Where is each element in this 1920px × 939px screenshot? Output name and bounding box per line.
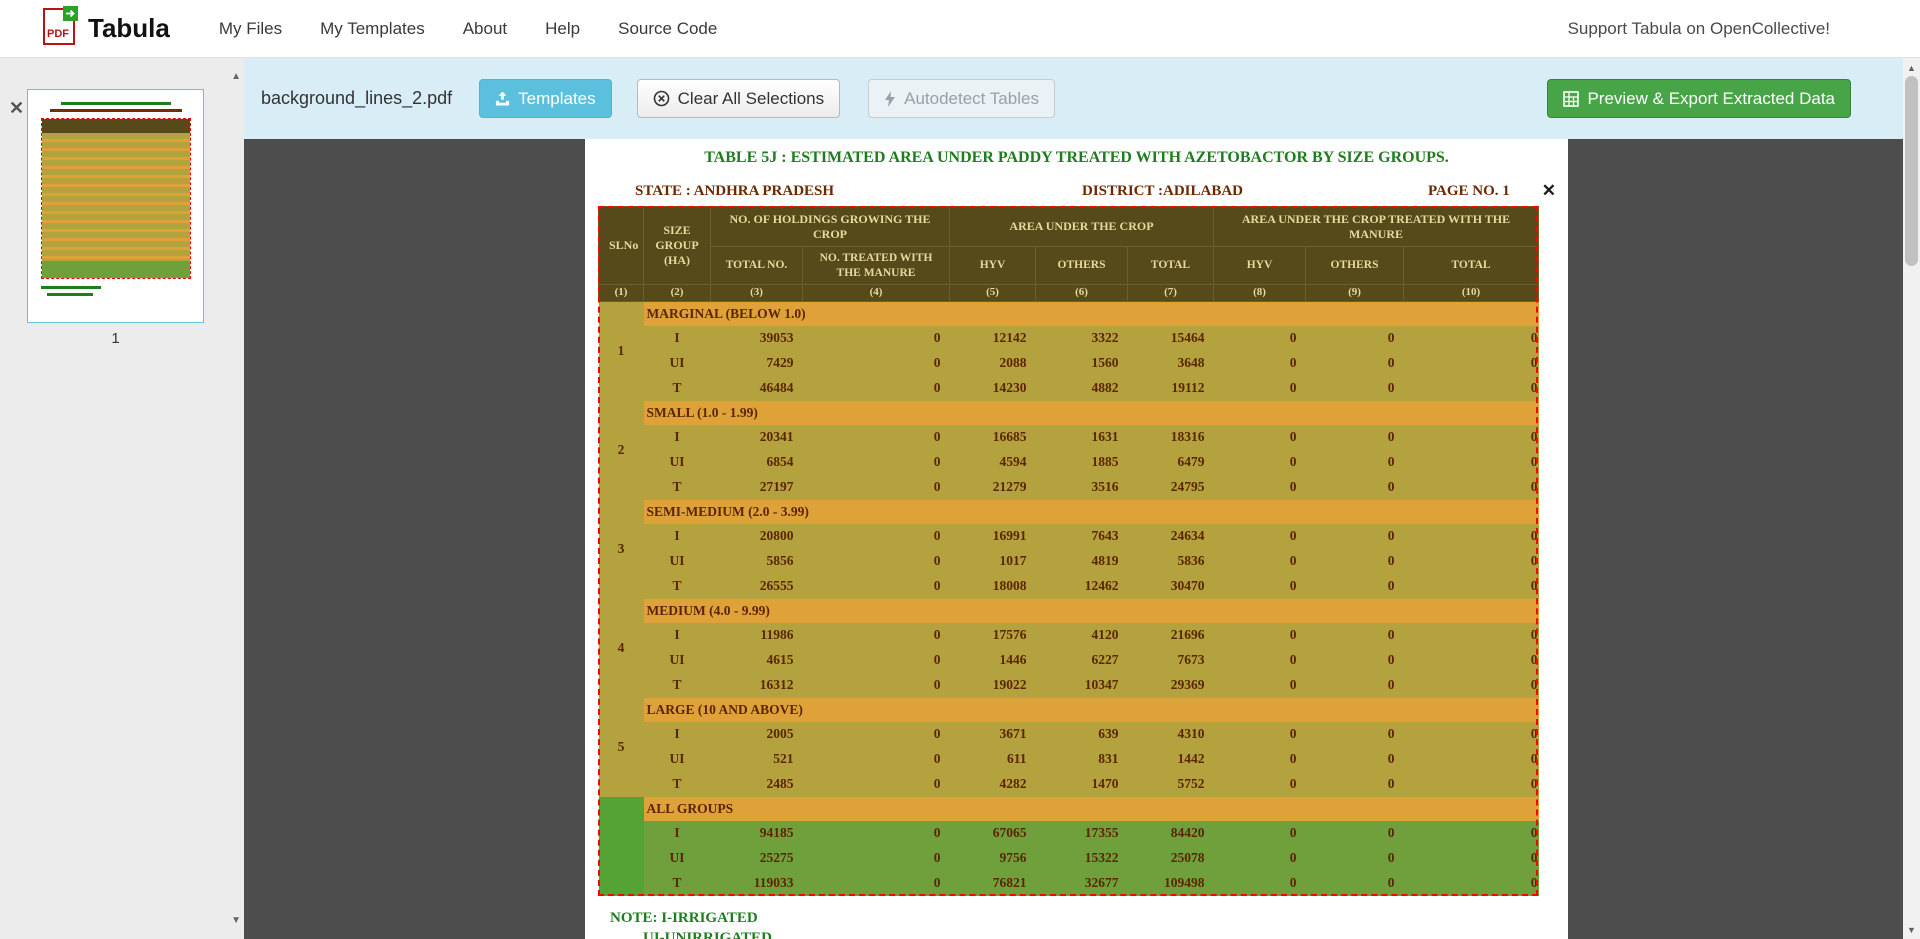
scrollbar-thumb[interactable] xyxy=(1905,76,1918,266)
district-label: DISTRICT :ADILABAD xyxy=(1082,183,1243,200)
preview-export-button[interactable]: Preview & Export Extracted Data xyxy=(1547,79,1851,118)
top-navbar: PDF Tabula My FilesMy TemplatesAboutHelp… xyxy=(0,0,1920,58)
table-selection-area: SLNoSIZE GROUP (HA)NO. OF HOLDINGS GROWI… xyxy=(598,206,1538,896)
templates-button[interactable]: Templates xyxy=(479,79,611,118)
toolbar: background_lines_2.pdf Templates Clear A… xyxy=(244,58,1903,139)
nav-item-help[interactable]: Help xyxy=(526,19,599,39)
page-no-label: PAGE NO. 1 xyxy=(1428,183,1510,200)
thumb-title-line xyxy=(61,102,171,105)
scroll-up-icon[interactable]: ▲ xyxy=(1903,59,1920,76)
nav-item-about[interactable]: About xyxy=(444,19,526,39)
remove-file-icon[interactable]: ✕ xyxy=(9,98,24,119)
document-title: TABLE 5J : ESTIMATED AREA UNDER PADDY TR… xyxy=(585,149,1568,167)
sidebar-scroll-up-icon[interactable]: ▲ xyxy=(231,71,241,82)
note-line1: NOTE: I-IRRIGATED xyxy=(610,908,772,928)
thumb-note-line xyxy=(47,293,93,296)
lightning-icon xyxy=(884,91,896,107)
thumb-table-header xyxy=(42,119,190,133)
state-label: STATE : ANDHRA PRADESH xyxy=(635,183,834,200)
thumb-table-green-rows xyxy=(42,261,190,278)
upload-icon xyxy=(495,91,510,106)
pdf-page: TABLE 5J : ESTIMATED AREA UNDER PADDY TR… xyxy=(585,139,1568,939)
tabula-pdf-logo-icon: PDF xyxy=(42,6,78,51)
clear-all-selections-button[interactable]: Clear All Selections xyxy=(637,79,840,118)
table-grid-icon xyxy=(1563,91,1579,107)
brand-title: Tabula xyxy=(88,13,170,44)
autodetect-tables-button[interactable]: Autodetect Tables xyxy=(868,79,1055,118)
export-button-label: Preview & Export Extracted Data xyxy=(1587,89,1835,109)
table-selection-box[interactable] xyxy=(598,206,1538,896)
document-note: NOTE: I-IRRIGATED UI-UNIRRIGATED xyxy=(610,908,772,939)
sidebar: ✕ 1 ▲ ▼ xyxy=(0,58,244,939)
sidebar-scroll-down-icon[interactable]: ▼ xyxy=(231,915,241,926)
svg-text:PDF: PDF xyxy=(47,28,69,40)
pdf-filename: background_lines_2.pdf xyxy=(261,88,452,109)
thumb-table-rows xyxy=(42,133,190,261)
autodetect-button-label: Autodetect Tables xyxy=(904,89,1039,109)
scroll-down-icon[interactable]: ▼ xyxy=(1903,921,1920,938)
nav-item-source-code[interactable]: Source Code xyxy=(599,19,736,39)
templates-button-label: Templates xyxy=(518,89,595,109)
brand[interactable]: PDF Tabula xyxy=(42,6,170,51)
clear-button-label: Clear All Selections xyxy=(678,89,824,109)
page-thumbnail[interactable] xyxy=(27,89,204,323)
nav-menu: My FilesMy TemplatesAboutHelpSource Code xyxy=(200,19,736,39)
clear-circle-x-icon xyxy=(653,90,670,107)
nav-item-my-templates[interactable]: My Templates xyxy=(301,19,444,39)
main-scrollbar[interactable]: ▲ ▼ xyxy=(1903,58,1920,939)
thumb-note-line xyxy=(41,286,101,289)
thumbnail-page-number: 1 xyxy=(27,330,204,347)
thumb-table xyxy=(41,118,191,279)
note-line2: UI-UNIRRIGATED xyxy=(643,928,772,939)
page-close-icon[interactable]: ✕ xyxy=(1542,181,1556,201)
nav-item-my-files[interactable]: My Files xyxy=(200,19,301,39)
document-meta-row: STATE : ANDHRA PRADESH DISTRICT :ADILABA… xyxy=(585,183,1568,203)
support-link[interactable]: Support Tabula on OpenCollective! xyxy=(1568,19,1830,39)
thumb-meta-line xyxy=(50,109,182,112)
